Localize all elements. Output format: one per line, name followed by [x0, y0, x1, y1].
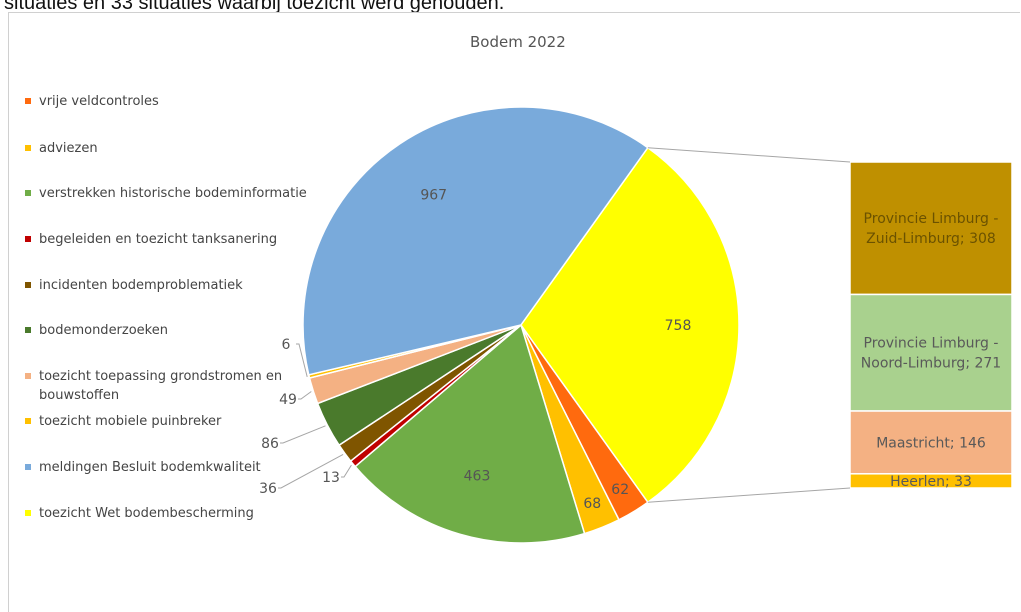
legend-label: begeleiden en toezicht tanksanering: [39, 232, 278, 247]
breakdown-segment: [849, 161, 1013, 296]
data-label: 967: [420, 188, 447, 204]
pie-slice: [520, 146, 740, 504]
pie-slice: [302, 106, 649, 376]
data-label: 62: [611, 482, 629, 498]
legend-swatch: [25, 510, 31, 516]
leader-line: [296, 343, 308, 378]
legend-label: bodemonderzoeken: [39, 323, 168, 338]
data-label: 36: [259, 481, 277, 497]
breakdown-label: Provincie Limburg - Zuid-Limburg; 308: [864, 211, 999, 247]
breakdown-label: Heerlen; 33: [890, 474, 972, 490]
legend-label: adviezen: [39, 141, 98, 156]
data-label: 13: [322, 470, 340, 486]
legend-swatch: [25, 98, 31, 104]
legend-swatch: [25, 418, 31, 424]
legend-label: toezicht Wet bodembescherming: [39, 506, 254, 521]
breakdown-segment: [849, 410, 1013, 475]
breakdown-label-line: Provincie Limburg -: [864, 211, 999, 227]
breakdown-label-line: Maastricht; 146: [876, 435, 986, 451]
data-label: 6: [282, 337, 291, 353]
leader-line: [341, 464, 352, 478]
data-label: 49: [279, 392, 297, 408]
legend-swatch: [25, 464, 31, 470]
breakdown-label-line: Noord-Limburg; 271: [861, 356, 1001, 372]
legend-swatch: [25, 236, 31, 242]
breakdown-label: Maastricht; 146: [876, 435, 986, 451]
legend-swatch: [25, 282, 31, 288]
legend-swatch: [25, 145, 31, 151]
breakdown-label-line: Zuid-Limburg; 308: [866, 231, 996, 247]
pie-of-bar-chart: 62 68 463 13 36 86 49 6 967 758 Provincie Limburg …: [259, 106, 1013, 544]
chart-title: Bodem 2022: [470, 33, 566, 51]
breakdown-segment: [849, 293, 1013, 412]
breakdown-label-line: Heerlen; 33: [890, 474, 972, 490]
header-text: situaties en 33 situaties waarbij toezic…: [4, 0, 505, 14]
legend-swatch: [25, 327, 31, 333]
breakdown-label-line: Provincie Limburg -: [864, 336, 999, 352]
data-label: 86: [261, 436, 279, 452]
leader-line: [280, 425, 326, 444]
legend-label: verstrekken historische bodeminformatie: [39, 186, 307, 201]
breakdown-segment: [849, 473, 1013, 489]
data-label: 68: [583, 496, 601, 512]
legend-label: toezicht mobiele puinbreker: [39, 414, 222, 429]
legend-label: toezicht toepassing grondstromen en bouw…: [39, 369, 283, 403]
legend-swatch: [25, 190, 31, 196]
data-label: 463: [464, 469, 491, 485]
legend-label: meldingen Besluit bodemkwaliteit: [39, 460, 261, 475]
legend-swatch: [25, 373, 31, 379]
connector-line: [647, 147, 851, 163]
leader-line: [278, 453, 344, 489]
leader-line: [298, 391, 312, 400]
legend-label: vrije veldcontroles: [39, 94, 159, 109]
pie-slice: [354, 323, 586, 544]
chart-frame: [8, 12, 1020, 612]
legend-label: incidenten bodemproblematiek: [39, 278, 243, 293]
breakdown-label: Provincie Limburg - Noord-Limburg; 271: [861, 336, 1001, 372]
connector-line: [647, 487, 851, 503]
data-label: 758: [665, 318, 692, 334]
